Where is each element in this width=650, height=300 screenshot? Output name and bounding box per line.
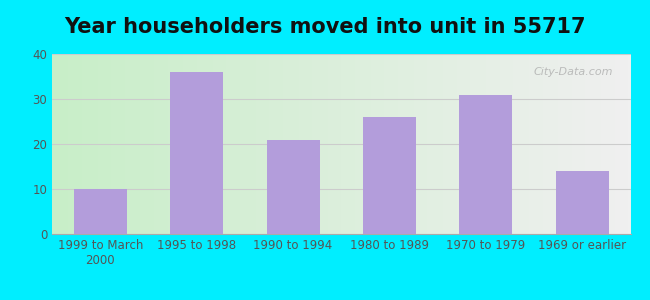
- Bar: [170, 72, 223, 234]
- Text: Year householders moved into unit in 55717: Year householders moved into unit in 557…: [64, 17, 586, 37]
- Bar: [363, 117, 416, 234]
- Text: City-Data.com: City-Data.com: [534, 67, 613, 76]
- Bar: [556, 171, 609, 234]
- Bar: [73, 189, 127, 234]
- Bar: [266, 140, 320, 234]
- Bar: [460, 94, 512, 234]
